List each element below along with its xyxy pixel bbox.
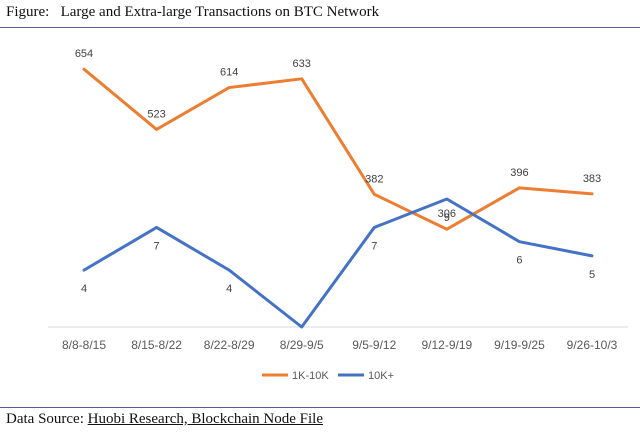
data-point: [300, 325, 303, 329]
data-label: 382: [365, 173, 383, 185]
labels-layer: 654 523 614 633 382 306 396 383 4 7 4 7 9 6 5: [75, 48, 601, 295]
data-label: 654: [75, 48, 93, 60]
data-label: 633: [293, 58, 311, 70]
legend-label: 10K+: [368, 370, 394, 382]
data-point: [445, 197, 449, 201]
data-point: [155, 128, 158, 131]
line-chart: 8/8-8/15 8/15-8/22 8/22-8/29 8/29-9/5 9/5-9/…: [48, 48, 628, 382]
x-tick-label: 8/8-8/15: [62, 338, 106, 352]
data-label: 7: [371, 240, 377, 252]
data-label: 9: [444, 212, 450, 224]
data-point: [373, 193, 376, 196]
data-point: [373, 226, 376, 229]
data-point: [82, 67, 86, 71]
data-point: [590, 192, 594, 196]
data-point: [82, 268, 86, 272]
data-label: 306: [438, 208, 456, 220]
data-label: 7: [154, 240, 160, 252]
data-label: 6: [516, 255, 522, 267]
legend-layer: 1K-10K 10K+: [262, 370, 394, 382]
data-label: 4: [81, 283, 87, 295]
data-point: [518, 186, 521, 190]
lines-layer: [82, 67, 594, 329]
x-tick-label: 9/12-9/19: [421, 338, 472, 352]
data-point: [227, 268, 231, 272]
series-line-10k-plus: [82, 197, 594, 329]
data-label: 523: [147, 108, 165, 120]
data-label: 5: [589, 269, 595, 281]
data-label: 614: [220, 67, 238, 79]
axis-layer: 8/8-8/15 8/15-8/22 8/22-8/29 8/29-9/5 9/5-9/…: [48, 326, 628, 352]
legend-label: 1K-10K: [292, 370, 329, 382]
data-label: 4: [226, 283, 232, 295]
series-line-1k-10k: [82, 67, 594, 231]
x-tick-label: 8/15-8/22: [131, 338, 182, 352]
data-source: Data Source: Huobi Research, Blockchain …: [6, 411, 323, 428]
data-label: 396: [510, 167, 528, 179]
x-tick-label: 8/29-9/5: [280, 338, 324, 352]
data-point: [227, 86, 231, 89]
x-tick-label: 9/19-9/25: [494, 338, 545, 352]
data-label: 383: [583, 173, 601, 185]
data-point: [445, 228, 449, 231]
x-tick-label: 9/26-10/3: [567, 338, 618, 352]
top-rule: [0, 27, 640, 28]
data-point: [518, 240, 521, 243]
x-tick-label: 9/5-9/12: [352, 338, 396, 352]
figure-title: Figure: Large and Extra-large Transactio…: [6, 4, 380, 20]
data-point: [590, 254, 594, 258]
data-point: [300, 77, 303, 81]
bottom-rule: [0, 407, 640, 408]
x-tick-label: 8/22-8/29: [204, 338, 255, 352]
data-point: [155, 226, 158, 229]
source-text: Huobi Research, Blockchain Node File: [87, 411, 323, 427]
source-prefix: Data Source:: [6, 411, 88, 427]
